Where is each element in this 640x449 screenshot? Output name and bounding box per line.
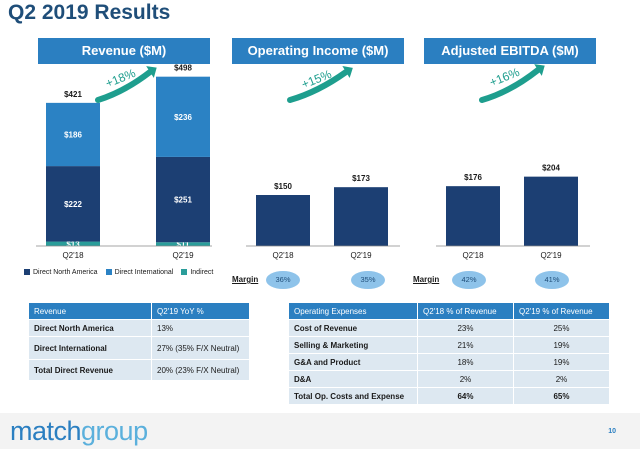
revenue-xtick-1: Q2'19 bbox=[172, 251, 194, 260]
table-cell: 19% bbox=[513, 336, 610, 354]
revenue-legend: Direct North America Direct Internationa… bbox=[24, 269, 213, 276]
revenue-table-header-0: Revenue bbox=[28, 302, 152, 320]
legend-item-direct-north-america: Direct North America bbox=[24, 269, 98, 276]
table-cell: 20% (23% F/X Neutral) bbox=[151, 359, 250, 381]
revenue-segment-label-1-1: $236 bbox=[174, 113, 192, 122]
ebitda-bar-0 bbox=[446, 186, 500, 246]
table-row: Cost of Revenue 23% 25% bbox=[288, 319, 610, 337]
table-cell: 23% bbox=[417, 319, 514, 337]
ebitda-bar-1 bbox=[524, 176, 578, 246]
table-row: Total Op. Costs and Expense 64% 65% bbox=[288, 387, 610, 405]
table-row: Selling & Marketing 21% 19% bbox=[288, 336, 610, 354]
table-row: Direct International 27% (35% F/X Neutra… bbox=[28, 336, 250, 360]
table-row: Total Direct Revenue 20% (23% F/X Neutra… bbox=[28, 359, 250, 381]
opex-table-header-2: Q2'19 % of Revenue bbox=[513, 302, 610, 320]
revenue-bar-2-1 bbox=[156, 242, 210, 246]
revenue-bar-0-1 bbox=[156, 156, 210, 243]
opex-table-header-1: Q2'18 % of Revenue bbox=[417, 302, 514, 320]
oi-value-label-0: $150 bbox=[274, 182, 292, 191]
table-cell: 13% bbox=[151, 319, 250, 337]
legend-item-direct-international: Direct International bbox=[105, 269, 173, 276]
ebitda-value-label-0: $176 bbox=[464, 173, 482, 182]
charts-area: $13 $222 $186 $421 Q2'18 $11 $251 $236 $498 Q2'19… bbox=[36, 64, 590, 260]
oi-arrow-shaft bbox=[287, 69, 349, 103]
oi-xtick-0: Q2'18 bbox=[272, 251, 294, 260]
table-cell: 64% bbox=[417, 387, 514, 405]
match-group-logo: matchgroup bbox=[10, 416, 148, 446]
table-row: D&A 2% 2% bbox=[288, 370, 610, 388]
table-cell: 18% bbox=[417, 353, 514, 371]
table-cell: Direct International bbox=[28, 336, 152, 360]
table-cell: D&A bbox=[288, 370, 418, 388]
revenue-xtick-0: Q2'18 bbox=[62, 251, 84, 260]
revenue-total-label-0: $421 bbox=[64, 90, 82, 99]
ebitda-margin-q219-badge: 41% bbox=[535, 271, 569, 289]
table-cell: 19% bbox=[513, 353, 610, 371]
ebitda-margin-q218-badge: 42% bbox=[452, 271, 486, 289]
table-cell: 27% (35% F/X Neutral) bbox=[151, 336, 250, 360]
revenue-bar-0-0 bbox=[46, 166, 100, 242]
revenue-segment-label-2-1: $11 bbox=[177, 240, 190, 249]
revenue-segment-label-0-1: $251 bbox=[174, 196, 192, 205]
table-row: Direct North America 13% bbox=[28, 319, 250, 337]
revenue-arrow-shaft bbox=[95, 69, 153, 103]
table-cell: Cost of Revenue bbox=[288, 319, 418, 337]
ebitda-xtick-0: Q2'18 bbox=[462, 251, 484, 260]
oi-arrow-head bbox=[342, 66, 353, 78]
oi-margin-label: Margin bbox=[232, 275, 259, 284]
table-row: G&A and Product 18% 19% bbox=[288, 353, 610, 371]
table-cell: Total Direct Revenue bbox=[28, 359, 152, 381]
oi-bar-1 bbox=[334, 187, 388, 246]
revenue-yoy-table: Revenue Q2'19 YoY % Direct North America… bbox=[28, 302, 250, 381]
operating-income-panel-title: Operating Income ($M) bbox=[232, 38, 404, 64]
table-cell: 25% bbox=[513, 319, 610, 337]
ebitda-value-label-1: $204 bbox=[542, 164, 560, 173]
revenue-bar-2-0 bbox=[46, 241, 100, 246]
ebitda-arrow-head bbox=[534, 64, 545, 76]
operating-expenses-table: Operating Expenses Q2'18 % of Revenue Q2… bbox=[288, 302, 610, 405]
revenue-table-header-1: Q2'19 YoY % bbox=[151, 302, 250, 320]
table-cell: Selling & Marketing bbox=[288, 336, 418, 354]
opex-table-header-0: Operating Expenses bbox=[288, 302, 418, 320]
page-number: 10 bbox=[608, 428, 616, 435]
table-cell: 2% bbox=[513, 370, 610, 388]
revenue-segment-label-1-0: $186 bbox=[64, 130, 82, 139]
table-cell: Direct North America bbox=[28, 319, 152, 337]
revenue-segment-label-2-0: $13 bbox=[66, 240, 80, 249]
table-cell: 2% bbox=[417, 370, 514, 388]
oi-value-label-1: $173 bbox=[352, 174, 370, 183]
ebitda-arrow-shaft bbox=[479, 67, 541, 103]
table-cell: 21% bbox=[417, 336, 514, 354]
page-title: Q2 2019 Results bbox=[8, 1, 171, 24]
revenue-panel-title: Revenue ($M) bbox=[38, 38, 210, 64]
revenue-bar-1-1 bbox=[156, 76, 210, 157]
oi-margin-q218-badge: 36% bbox=[266, 271, 300, 289]
table-cell: Total Op. Costs and Expense bbox=[288, 387, 418, 405]
table-cell: 65% bbox=[513, 387, 610, 405]
table-cell: G&A and Product bbox=[288, 353, 418, 371]
footer-band bbox=[0, 413, 640, 449]
oi-margin-q219-badge: 35% bbox=[351, 271, 385, 289]
revenue-segment-label-0-0: $222 bbox=[64, 200, 82, 209]
revenue-arrow-head bbox=[146, 66, 157, 78]
oi-bar-0 bbox=[256, 195, 310, 246]
ebitda-margin-label: Margin bbox=[413, 275, 440, 284]
revenue-total-label-1: $498 bbox=[174, 64, 192, 73]
revenue-bar-1-0 bbox=[46, 102, 100, 167]
legend-item-indirect: Indirect bbox=[181, 269, 213, 276]
ebitda-xtick-1: Q2'19 bbox=[540, 251, 562, 260]
ebitda-panel-title: Adjusted EBITDA ($M) bbox=[424, 38, 596, 64]
oi-xtick-1: Q2'19 bbox=[350, 251, 372, 260]
